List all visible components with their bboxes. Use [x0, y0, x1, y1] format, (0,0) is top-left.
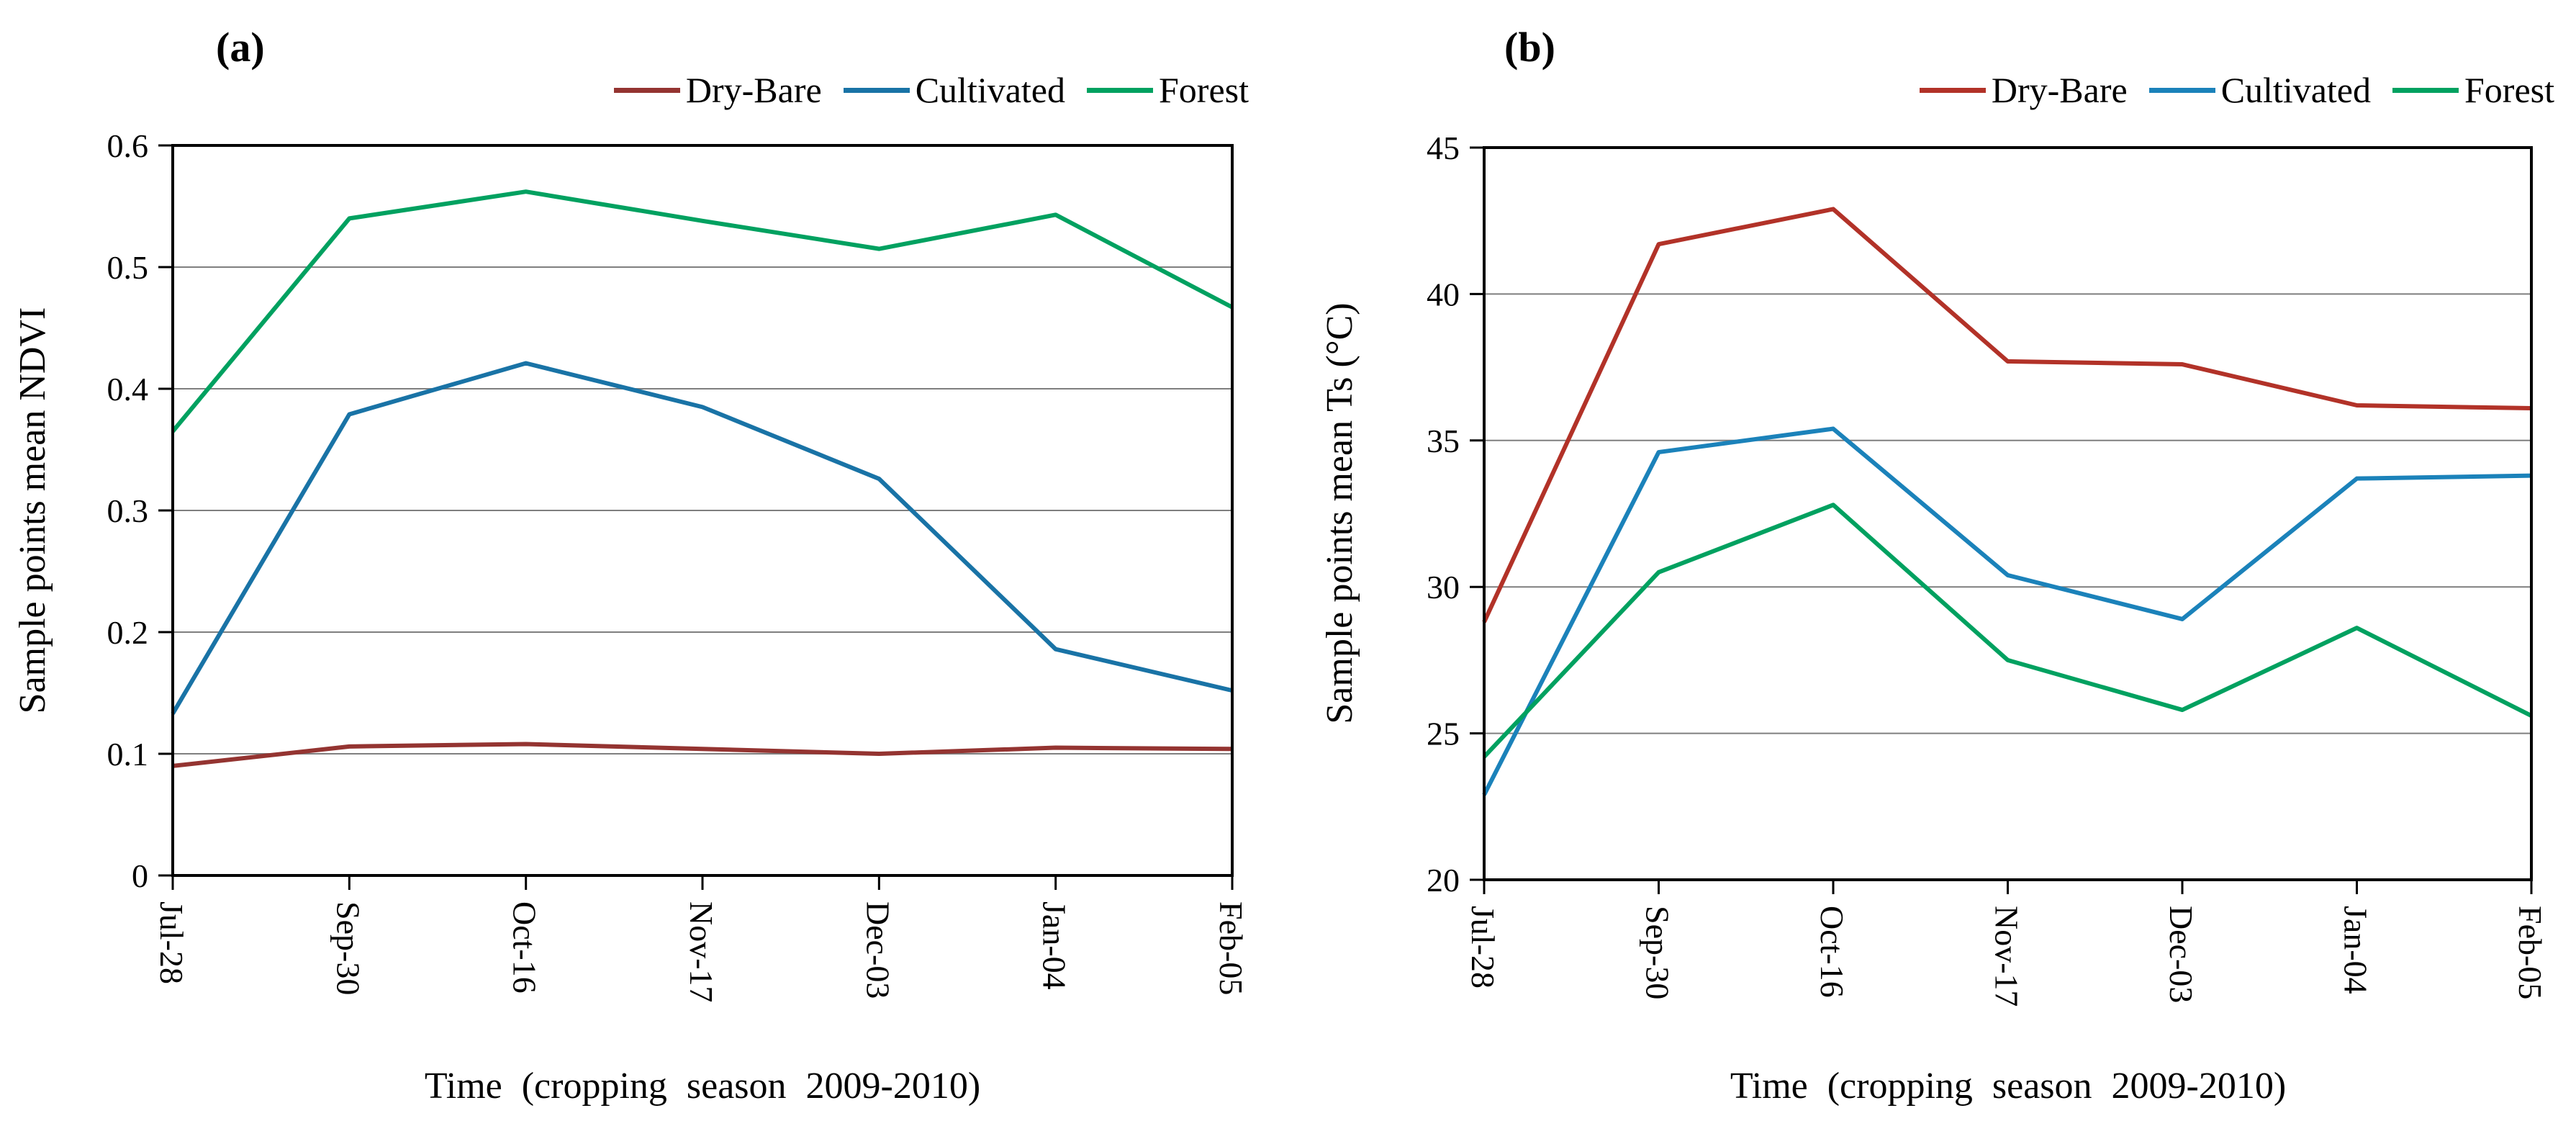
x-tick-label: Dec-03: [859, 901, 896, 999]
legend-item-dry-bare: Dry-Bare: [1919, 70, 2128, 110]
legend-swatch-forest-icon: [1087, 87, 1153, 93]
x-axis-title-b: Time (cropping season 2009-2010): [1730, 1066, 2286, 1107]
legend-swatch-forest-icon: [2392, 87, 2459, 93]
legend-swatch-dry-bare-icon: [613, 87, 680, 93]
legend-label-forest: Forest: [2464, 70, 2554, 110]
y-tick-label: 25: [1427, 716, 1460, 752]
x-tick-label: Sep-30: [1640, 906, 1676, 999]
y-tick-label: 0.6: [107, 127, 149, 164]
series-line-dry-bare: [1482, 207, 2532, 623]
y-tick-label: 35: [1427, 423, 1460, 459]
y-axis-title-b: Sample points mean Ts (°C): [1319, 302, 1360, 724]
chart-b-canvas: (b) Sample points mean Ts (°C) Time (cro…: [1319, 24, 2549, 1107]
legend-label-cultivated: Cultivated: [915, 70, 1065, 110]
x-axis-title-a: Time (cropping season 2009-2010): [425, 1066, 980, 1107]
series-line-dry-bare: [172, 742, 1233, 768]
x-tick-label: Jul-28: [1465, 906, 1501, 988]
y-tick-label: 0.5: [107, 249, 149, 286]
x-tick-label: Oct-16: [507, 901, 543, 994]
x-tick-label: Feb-05: [2512, 906, 2549, 999]
legend-item-dry-bare: Dry-Bare: [613, 70, 822, 110]
x-tick-label: Nov-17: [683, 901, 720, 1003]
panel-b-label: (b): [1504, 24, 1555, 71]
plot-border: [1483, 146, 2533, 881]
y-tick-label: 0.2: [107, 614, 149, 651]
y-tick-label: 0.3: [107, 492, 149, 529]
x-tick-label: Nov-17: [1989, 906, 2025, 1007]
legend-label-cultivated: Cultivated: [2220, 70, 2371, 110]
series-line-forest: [171, 189, 1234, 433]
panel-b-ts-chart: Dry-Bare Cultivated Forest (b) Sample po…: [1288, 0, 2576, 1144]
x-tick-label: Sep-30: [330, 901, 366, 995]
y-tick-label: 30: [1427, 569, 1460, 605]
x-tick-label: Oct-16: [1814, 906, 1850, 998]
y-axis-title-a: Sample points mean NDVI: [12, 307, 53, 714]
x-tick-label: Jan-04: [2338, 906, 2374, 994]
x-tick-label: Jul-28: [153, 901, 190, 984]
x-tick-label: Feb-05: [1213, 901, 1249, 995]
legend-swatch-dry-bare-icon: [1919, 87, 1986, 93]
legend-swatch-cultivated-icon: [843, 87, 910, 93]
panel-a-label: (a): [216, 24, 265, 71]
series-line-cultivated: [1482, 426, 2532, 796]
y-tick-label: 0.4: [107, 371, 149, 407]
legend-item-cultivated: Cultivated: [843, 70, 1065, 110]
legend-label-forest: Forest: [1159, 70, 1249, 110]
y-tick-label: 0: [132, 857, 148, 894]
x-tick-label: Dec-03: [2163, 906, 2200, 1003]
panel-a-ndvi-chart: Dry-Bare Cultivated Forest (a) Sample po…: [12, 24, 1249, 1107]
series-line-cultivated: [171, 361, 1233, 715]
x-tick-label: Jan-04: [1036, 901, 1073, 990]
chart-a-canvas: (a) Sample points mean NDVI Time (croppi…: [12, 24, 1249, 1107]
legend-label-dry-bare: Dry-Bare: [685, 70, 822, 110]
legend-label-dry-bare: Dry-Bare: [1991, 70, 2128, 110]
legend-a: Dry-Bare Cultivated Forest: [613, 70, 1249, 110]
series-line-forest: [1482, 503, 2533, 759]
legend-b: Dry-Bare Cultivated Forest: [1919, 70, 2554, 110]
legend-item-forest: Forest: [2392, 72, 2554, 108]
y-tick-label: 40: [1427, 276, 1460, 312]
legend-item-forest: Forest: [1087, 72, 1249, 108]
y-tick-label: 20: [1427, 862, 1460, 898]
y-tick-label: 0.1: [107, 736, 149, 773]
legend-swatch-cultivated-icon: [2148, 87, 2215, 93]
legend-item-cultivated: Cultivated: [2148, 70, 2371, 110]
y-tick-label: 45: [1427, 130, 1460, 166]
